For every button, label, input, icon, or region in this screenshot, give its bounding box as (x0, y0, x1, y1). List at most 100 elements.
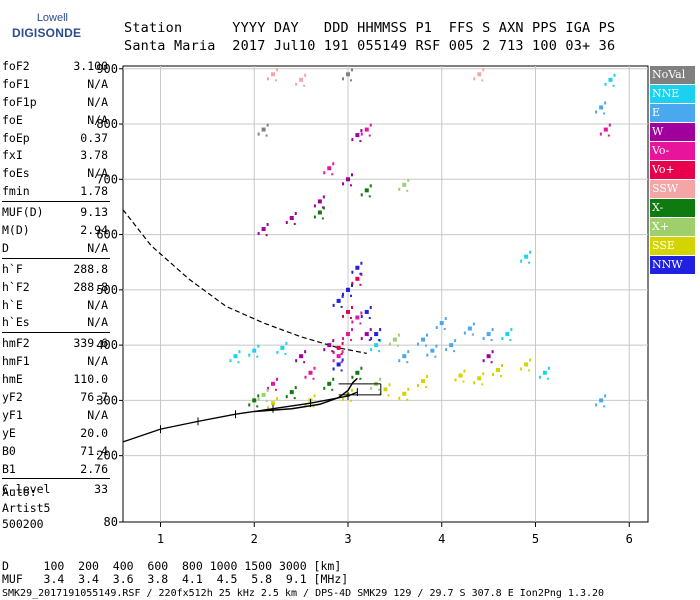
param-row-14: h`Es N/A (2, 314, 110, 332)
legend: NoVal NNE E W Vo- Vo+ SSW X- X+ SSE NNW (650, 66, 695, 275)
data-point-x (331, 388, 334, 391)
data-point-nnw (341, 358, 344, 362)
data-point-x (360, 366, 363, 370)
data-point-nnw (340, 305, 343, 308)
data-point-w (313, 204, 316, 208)
data-point-x (327, 381, 332, 386)
data-point-nne (528, 261, 531, 264)
data-point-sse (481, 383, 484, 386)
param-name: hmF2 (2, 336, 30, 351)
data-point-nne (256, 355, 259, 358)
data-point-sse (421, 379, 425, 384)
param-row-1: foF1 N/A (2, 76, 110, 94)
param-separator (2, 257, 110, 261)
data-point-vo (350, 339, 352, 342)
data-point-sse (501, 364, 503, 367)
data-point-nnw (332, 303, 335, 307)
data-point-w (332, 339, 335, 343)
data-point-e (426, 333, 428, 337)
data-point-nnw (355, 265, 360, 270)
data-point-vo (364, 127, 369, 132)
data-point-nnw (346, 287, 350, 292)
data-point-e (435, 326, 438, 330)
data-point-vo (327, 166, 332, 171)
param-name: M(D) (2, 223, 30, 238)
data-point-vo (359, 283, 362, 286)
data-point-x (317, 210, 322, 215)
param-row-9: M(D) 2.94 (2, 222, 110, 240)
param-row-7: fmin 1.78 (2, 183, 110, 201)
data-point-vo (360, 311, 363, 315)
data-point-nne (613, 73, 616, 77)
legend-item-nne: NNE (650, 85, 695, 103)
data-point-nne (280, 345, 285, 350)
param-value: 20.0 (80, 425, 108, 440)
data-point-nnw (336, 362, 341, 367)
param-row-15: hmF2 339.6 (2, 335, 110, 353)
data-point-x (388, 342, 391, 346)
param-name: fmin (2, 184, 30, 199)
data-point-nnw (364, 309, 369, 314)
legend-item-e: E (650, 104, 695, 122)
data-point-w (360, 337, 363, 341)
data-point-w (317, 199, 322, 204)
data-point-e (595, 110, 598, 114)
param-value: 3.100 (73, 59, 108, 73)
data-point-x (370, 386, 373, 390)
param-name: foF2 (2, 59, 30, 73)
param-row-13: h`E N/A (2, 297, 110, 315)
param-name: yF2 (2, 390, 23, 405)
data-point-nne (505, 332, 510, 337)
param-name: fxI (2, 148, 23, 163)
data-point-w (261, 227, 266, 232)
y-tick-label: 400 (96, 338, 118, 352)
data-point-e (443, 328, 446, 331)
data-point-sse (387, 394, 390, 397)
data-point-e (421, 337, 425, 342)
param-name: MUF(D) (2, 205, 44, 220)
data-point-e (425, 344, 427, 347)
param-name: foF1p (2, 94, 37, 109)
param-separator (2, 478, 110, 481)
data-point-sse (351, 388, 353, 392)
data-point-vo (350, 316, 352, 319)
data-point-ssw (299, 77, 304, 82)
data-point-e (453, 350, 456, 353)
data-point-x (379, 377, 382, 381)
param-row-17: hmE 110.0 (2, 371, 110, 389)
param-name: B1 (2, 461, 16, 476)
data-point-e (439, 321, 444, 326)
data-point-nne (608, 77, 613, 82)
data-point-sse (267, 406, 269, 410)
data-point-nne (509, 339, 512, 342)
data-point-nne (529, 250, 532, 254)
data-point-nnw (360, 314, 363, 318)
param-row-20: yE 20.0 (2, 425, 110, 443)
data-point-sse (383, 387, 388, 392)
auto-label: Auto: (2, 485, 37, 499)
data-point-e (426, 353, 429, 357)
data-point-ssw (267, 77, 269, 81)
param-value: 3.78 (80, 148, 108, 163)
data-point-x (322, 206, 325, 210)
data-point-x (323, 386, 326, 390)
data-point-nnw (359, 272, 362, 275)
data-point-sse (492, 373, 494, 376)
data-point-x (364, 188, 369, 193)
data-point-e (604, 394, 607, 398)
data-point-e (599, 105, 604, 110)
x-tick-label: 3 (344, 532, 351, 546)
param-name: D (2, 240, 9, 255)
data-point-w (486, 354, 491, 359)
data-point-ssw (303, 84, 306, 87)
data-point-nne (276, 350, 279, 354)
param-value: N/A (87, 315, 108, 330)
data-point-w (303, 361, 306, 364)
data-point-vo (355, 315, 360, 320)
data-point-nne (546, 377, 549, 380)
param-value: 33 (94, 482, 108, 497)
param-value: 2.76 (80, 461, 108, 476)
auto-code: 500200 (2, 517, 44, 531)
param-name: foEp (2, 130, 30, 145)
footer-distance-row: D 100 200 400 600 800 1000 1500 3000 [km… (2, 559, 342, 573)
